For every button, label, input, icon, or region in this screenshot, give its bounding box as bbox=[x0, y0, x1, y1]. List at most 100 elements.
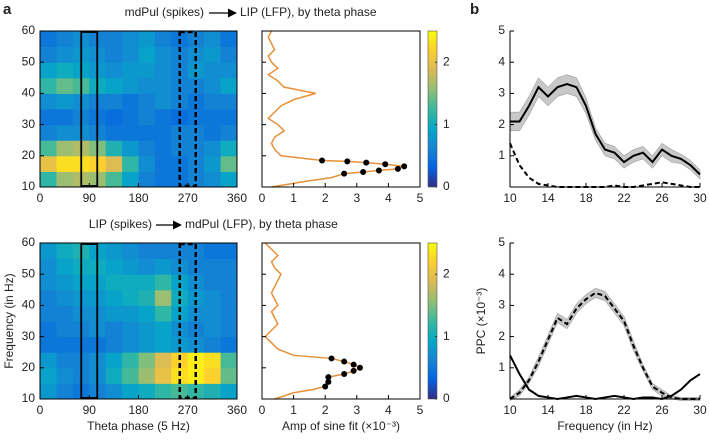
heatmap-cell bbox=[56, 140, 74, 157]
heatmap-cell bbox=[171, 46, 189, 63]
error-band bbox=[509, 287, 701, 401]
x-tick-label: 1 bbox=[290, 191, 297, 205]
heatmap-cell bbox=[105, 124, 123, 141]
heatmap-cell bbox=[122, 62, 139, 79]
heatmap-cell bbox=[105, 305, 123, 322]
colorbar-tick-label: 1 bbox=[443, 329, 450, 343]
heatmap-cell bbox=[171, 274, 189, 291]
heatmap-cell bbox=[154, 171, 172, 188]
x-tick-label: 270 bbox=[178, 403, 198, 417]
data-point bbox=[319, 157, 326, 164]
heatmap-cell bbox=[138, 243, 156, 260]
axes-frame bbox=[261, 30, 421, 188]
heatmap-cell bbox=[154, 367, 172, 384]
heatmap-cell bbox=[105, 336, 123, 353]
heatmap-cell bbox=[56, 336, 74, 353]
heatmap-cell bbox=[154, 305, 172, 322]
y-tick-label: 5 bbox=[498, 235, 505, 249]
heatmap-cell bbox=[154, 62, 172, 79]
heatmap-cell bbox=[187, 93, 205, 110]
heatmap-cell bbox=[56, 243, 74, 260]
y-tick-label: 50 bbox=[22, 266, 36, 280]
heatmap-cell bbox=[40, 46, 57, 63]
heatmap-cell bbox=[105, 155, 123, 172]
x-tick-label: 0 bbox=[37, 191, 44, 205]
amplitude-line bbox=[266, 30, 405, 188]
heatmap-cell bbox=[171, 321, 189, 338]
heatmap-cell bbox=[56, 367, 74, 384]
data-point bbox=[325, 374, 332, 381]
y-axis-label: PPC (×10⁻³) bbox=[474, 288, 488, 355]
heatmap-cell bbox=[154, 77, 172, 94]
heatmap-cell bbox=[122, 305, 139, 322]
colorbar bbox=[427, 30, 438, 188]
panel-label: b bbox=[470, 1, 479, 18]
heatmap-cell bbox=[171, 93, 189, 110]
heatmap-cell bbox=[204, 124, 222, 141]
heatmap-cell bbox=[40, 93, 57, 110]
data-point bbox=[325, 378, 332, 385]
heatmap-cell bbox=[105, 77, 123, 94]
x-tick-label: 18 bbox=[579, 191, 593, 205]
heatmap-cell bbox=[220, 93, 238, 110]
heatmap-cell bbox=[40, 31, 57, 48]
heatmap-cell bbox=[138, 140, 156, 157]
heatmap-cell bbox=[138, 274, 156, 291]
heatmap-cell bbox=[154, 124, 172, 141]
ppc-line bbox=[509, 291, 700, 400]
heatmap-cell bbox=[154, 31, 172, 48]
heatmap-cell bbox=[204, 336, 222, 353]
heatmap-cell bbox=[122, 46, 139, 63]
chart-title: mdPul (spikes) bbox=[125, 5, 204, 19]
heatmap-cell bbox=[40, 289, 57, 306]
heatmap-cell bbox=[56, 93, 74, 110]
x-axis-label: Amp of sine fit (×10⁻³) bbox=[282, 419, 400, 433]
y-tick-label: 30 bbox=[22, 117, 36, 131]
heatmap-cell bbox=[122, 352, 139, 369]
heatmap-cell bbox=[138, 46, 156, 63]
heatmap-cell bbox=[220, 305, 238, 322]
colorbar-tick-label: 0 bbox=[443, 391, 450, 405]
heatmap-cell bbox=[204, 46, 222, 63]
heatmap-cell bbox=[204, 305, 222, 322]
heatmap-cell bbox=[204, 243, 222, 260]
x-tick-label: 0 bbox=[259, 403, 266, 417]
heatmap-cell bbox=[220, 124, 238, 141]
heatmap-cell bbox=[187, 243, 205, 260]
x-tick-label: 26 bbox=[655, 191, 669, 205]
heatmap-cell bbox=[122, 155, 139, 172]
heatmap-cell bbox=[122, 289, 139, 306]
x-tick-label: 30 bbox=[693, 403, 707, 417]
heatmap-cell bbox=[154, 140, 172, 157]
heatmap-cell bbox=[138, 171, 156, 188]
heatmap-cell bbox=[122, 77, 139, 94]
x-tick-label: 0 bbox=[259, 191, 266, 205]
heatmap-cell bbox=[122, 243, 139, 260]
ppc-line bbox=[510, 82, 701, 176]
data-point bbox=[341, 170, 348, 177]
panel-label: a bbox=[3, 1, 12, 18]
x-tick-label: 18 bbox=[579, 403, 593, 417]
x-tick-label: 360 bbox=[227, 191, 247, 205]
heatmap-cell bbox=[220, 62, 238, 79]
heatmap-cell bbox=[122, 367, 139, 384]
y-tick-label: 40 bbox=[22, 298, 36, 312]
y-tick-label: 3 bbox=[498, 86, 505, 100]
heatmap-cell bbox=[204, 171, 222, 188]
data-point bbox=[344, 158, 351, 165]
heatmap-cell bbox=[105, 243, 123, 260]
chart-title: LIP (LFP), by theta phase bbox=[240, 5, 377, 19]
heatmap-cell bbox=[220, 321, 238, 338]
heatmap-cell bbox=[138, 367, 156, 384]
heatmap-cell bbox=[220, 109, 238, 126]
heatmap-cell bbox=[105, 352, 123, 369]
heatmap-cell bbox=[204, 31, 222, 48]
heatmap-cell bbox=[220, 31, 238, 48]
colorbar-tick-label: 0 bbox=[443, 179, 450, 193]
x-tick-label: 22 bbox=[617, 403, 631, 417]
heatmap-cell bbox=[187, 109, 205, 126]
x-tick-label: 14 bbox=[541, 403, 555, 417]
heatmap-cell bbox=[204, 383, 222, 400]
x-tick-label: 26 bbox=[655, 403, 669, 417]
